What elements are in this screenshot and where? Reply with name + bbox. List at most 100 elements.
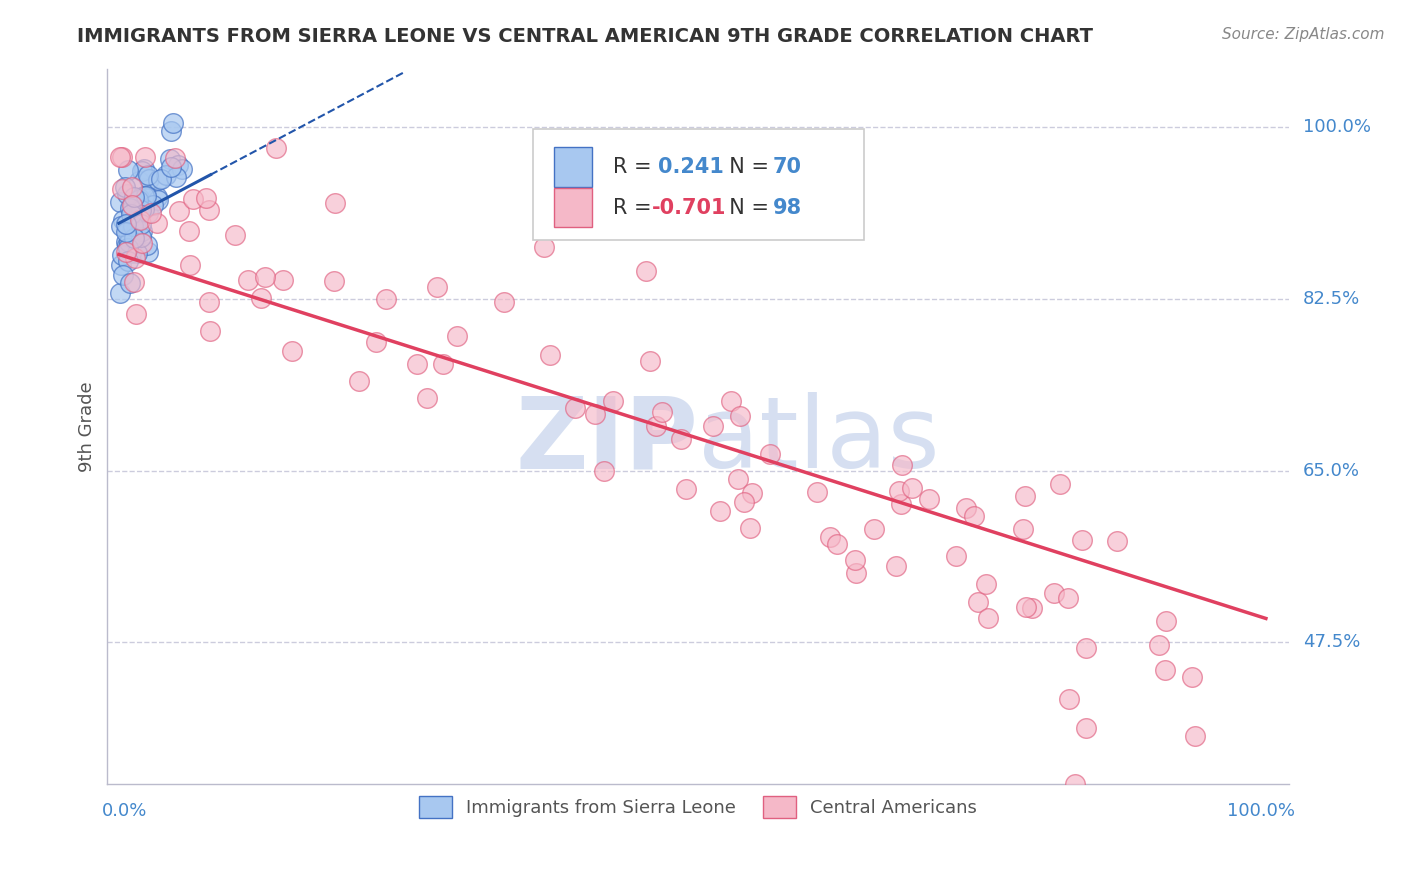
Point	[963, 508, 986, 523]
Point	[139, 205, 162, 219]
Point	[134, 150, 156, 164]
Point	[1076, 641, 1098, 656]
Point	[110, 150, 132, 164]
Point	[645, 419, 668, 434]
Point	[112, 213, 135, 227]
Point	[347, 374, 370, 388]
Point	[1071, 533, 1094, 547]
Point	[638, 354, 661, 368]
Point	[583, 407, 606, 421]
Point	[146, 190, 169, 204]
Point	[416, 391, 439, 405]
Text: 98: 98	[772, 198, 801, 218]
Point	[863, 522, 886, 536]
Point	[134, 189, 156, 203]
Point	[890, 497, 912, 511]
Point	[155, 168, 177, 182]
Point	[122, 275, 145, 289]
Point	[118, 276, 141, 290]
Point	[128, 174, 150, 188]
Text: -0.701: -0.701	[652, 198, 727, 218]
Text: ZIP: ZIP	[515, 392, 699, 490]
Point	[122, 199, 145, 213]
Point	[129, 230, 152, 244]
Point	[162, 116, 184, 130]
Point	[110, 219, 132, 234]
Point	[538, 348, 561, 362]
Point	[131, 235, 153, 250]
Point	[134, 162, 156, 177]
Point	[564, 401, 586, 415]
Point	[236, 273, 259, 287]
Point	[115, 225, 138, 239]
Point	[108, 285, 131, 300]
Text: 100.0%: 100.0%	[1227, 802, 1295, 821]
Point	[1014, 489, 1036, 503]
Point	[818, 530, 841, 544]
Point	[887, 484, 910, 499]
Point	[1184, 729, 1206, 743]
Point	[709, 503, 731, 517]
Point	[125, 307, 148, 321]
Point	[172, 161, 194, 176]
Point	[1015, 599, 1038, 614]
Text: IMMIGRANTS FROM SIERRA LEONE VS CENTRAL AMERICAN 9TH GRADE CORRELATION CHART: IMMIGRANTS FROM SIERRA LEONE VS CENTRAL …	[77, 27, 1094, 45]
Point	[806, 484, 828, 499]
Point	[253, 270, 276, 285]
Point	[1180, 669, 1202, 683]
Point	[120, 246, 142, 260]
Point	[163, 151, 186, 165]
Point	[135, 189, 157, 203]
Point	[845, 566, 868, 581]
Point	[138, 172, 160, 186]
Point	[115, 235, 138, 249]
Point	[124, 233, 146, 247]
Point	[738, 521, 761, 535]
Point	[720, 394, 742, 409]
Point	[325, 196, 347, 211]
Point	[884, 559, 907, 574]
Point	[727, 472, 749, 486]
Point	[127, 191, 149, 205]
Text: 100.0%: 100.0%	[1303, 119, 1371, 136]
Point	[125, 219, 148, 234]
Point	[1057, 591, 1080, 605]
Point	[132, 202, 155, 216]
Text: 0.0%: 0.0%	[101, 802, 146, 821]
Point	[366, 335, 388, 350]
Text: N =: N =	[716, 157, 776, 177]
Point	[1063, 777, 1085, 791]
Legend: Immigrants from Sierra Leone, Central Americans: Immigrants from Sierra Leone, Central Am…	[412, 789, 984, 825]
FancyBboxPatch shape	[533, 129, 863, 240]
Point	[110, 258, 132, 272]
Point	[131, 163, 153, 178]
Text: 0.241: 0.241	[658, 157, 724, 177]
Text: R =: R =	[613, 198, 658, 218]
Point	[121, 221, 143, 235]
Point	[121, 211, 143, 225]
Y-axis label: 9th Grade: 9th Grade	[79, 381, 96, 472]
Point	[120, 207, 142, 221]
Point	[136, 238, 159, 252]
Point	[250, 291, 273, 305]
Point	[264, 141, 287, 155]
Point	[323, 274, 346, 288]
Point	[446, 329, 468, 343]
Point	[1147, 638, 1170, 652]
Point	[406, 357, 429, 371]
Point	[117, 163, 139, 178]
Point	[1107, 533, 1129, 548]
Point	[128, 190, 150, 204]
Point	[111, 248, 134, 262]
Point	[281, 343, 304, 358]
Point	[177, 224, 200, 238]
Point	[675, 482, 697, 496]
Point	[1057, 692, 1080, 706]
Point	[125, 204, 148, 219]
Point	[136, 206, 159, 220]
Point	[131, 224, 153, 238]
Point	[149, 172, 172, 186]
Point	[146, 216, 169, 230]
Point	[117, 225, 139, 239]
Point	[121, 179, 143, 194]
